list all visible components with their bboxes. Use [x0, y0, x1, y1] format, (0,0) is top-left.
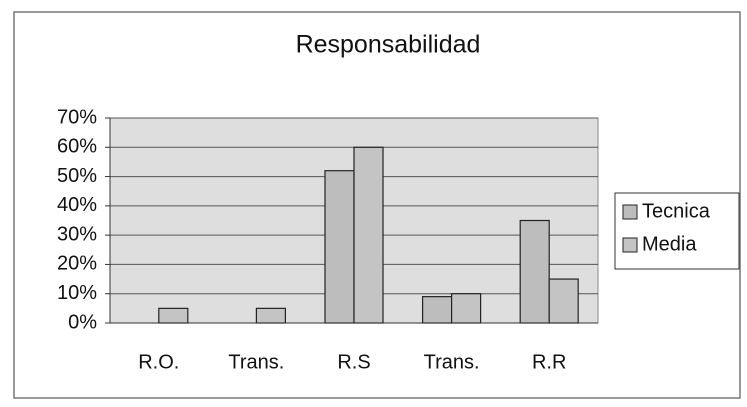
y-tick-label: 30% [57, 223, 97, 245]
bar [422, 296, 453, 324]
bar [255, 307, 286, 324]
bar [548, 278, 579, 324]
x-tick-label: R.R [532, 351, 566, 373]
x-tick-label: R.O. [138, 351, 179, 373]
x-tick-label: R.S [337, 351, 370, 373]
legend-label: Tecnica [642, 200, 711, 222]
bar [324, 170, 355, 324]
y-tick-label: 0% [68, 311, 97, 333]
chart-title: Responsabilidad [296, 31, 481, 59]
y-tick-label: 50% [57, 165, 97, 187]
y-tick-label: 10% [57, 282, 97, 304]
y-tick-label: 70% [57, 106, 97, 128]
y-tick-label: 40% [57, 194, 97, 216]
y-tick-label: 60% [57, 136, 97, 158]
legend-label: Media [642, 233, 697, 255]
bar [519, 219, 550, 324]
legend-swatch [622, 237, 638, 253]
bar [451, 293, 482, 324]
bar [353, 146, 384, 324]
x-tick-label: Trans. [228, 351, 284, 373]
x-tick-label: Trans. [424, 351, 480, 373]
legend-swatch [622, 204, 638, 220]
y-tick-label: 20% [57, 253, 97, 275]
bar [158, 307, 189, 324]
